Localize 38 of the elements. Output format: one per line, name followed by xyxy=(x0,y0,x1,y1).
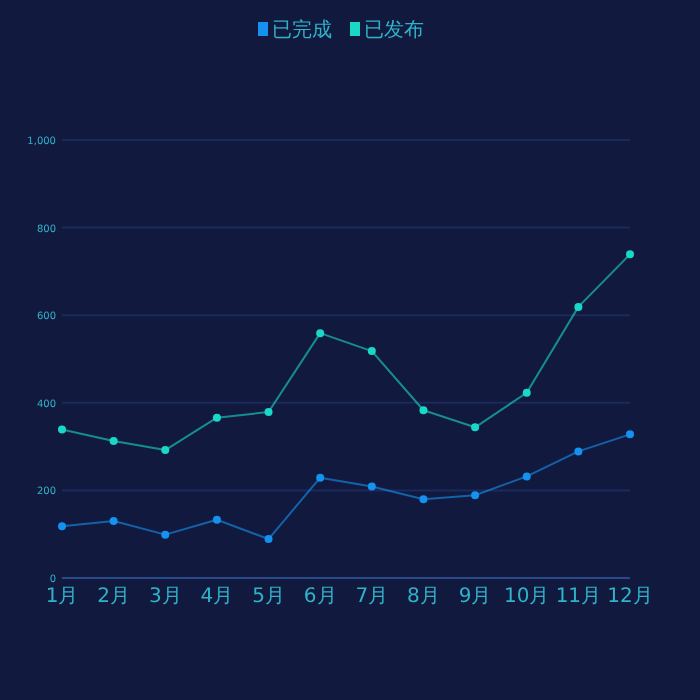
point xyxy=(367,482,376,491)
point xyxy=(58,425,66,434)
x-tick-label: 12月 xyxy=(607,586,653,608)
x-tick-label: 1月 xyxy=(45,586,79,608)
x-tick-label: 4月 xyxy=(200,586,234,608)
point xyxy=(316,329,325,338)
point xyxy=(109,436,118,445)
point xyxy=(522,388,531,397)
point xyxy=(264,535,273,544)
point xyxy=(161,446,170,455)
x-tick-label: 2月 xyxy=(97,586,131,608)
point xyxy=(574,447,583,456)
point xyxy=(471,491,480,500)
point xyxy=(522,472,531,481)
x-tick-label: 7月 xyxy=(355,586,389,608)
point xyxy=(58,522,66,531)
point xyxy=(316,473,325,482)
point xyxy=(419,406,428,415)
point xyxy=(264,408,273,416)
x-tick-label: 11月 xyxy=(555,586,602,608)
legend-label: 已发布 xyxy=(364,18,424,42)
x-tick-label: 5月 xyxy=(252,586,285,608)
legend-label: 已完成 xyxy=(272,18,332,42)
point xyxy=(626,250,634,259)
point xyxy=(626,430,634,439)
point xyxy=(212,413,221,422)
point xyxy=(419,495,428,504)
point xyxy=(471,423,480,432)
point xyxy=(574,302,583,311)
x-tick-label: 3月 xyxy=(148,586,182,608)
point xyxy=(212,515,221,524)
point xyxy=(109,517,118,526)
point xyxy=(367,347,376,356)
point xyxy=(161,530,170,539)
x-tick-label: 6月 xyxy=(303,586,337,608)
x-tick-label: 10月 xyxy=(503,586,550,608)
x-tick-label: 9月 xyxy=(458,586,492,608)
x-tick-label: 8月 xyxy=(407,586,440,608)
